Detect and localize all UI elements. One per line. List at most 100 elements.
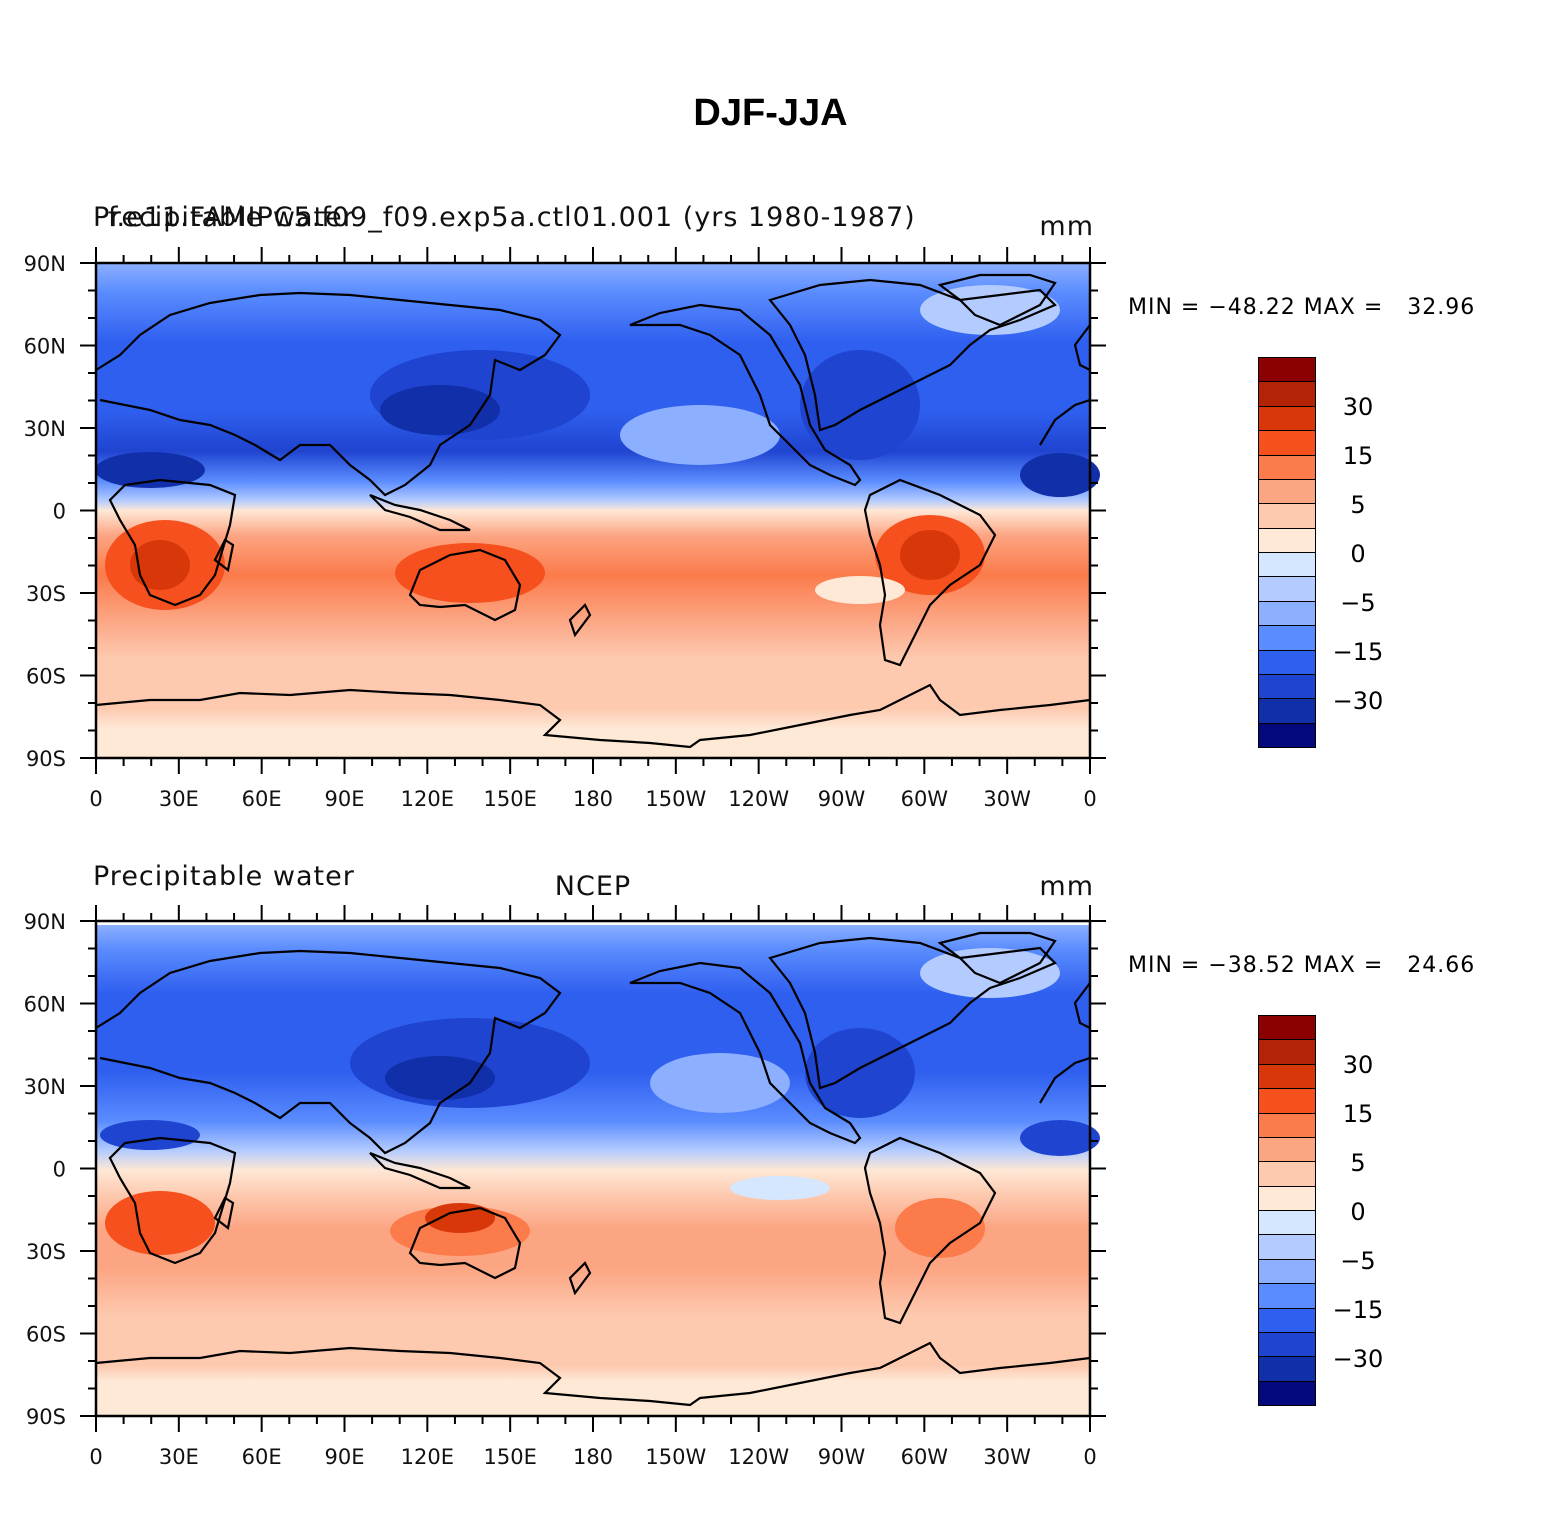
map-plot: 90N 60N 30N 0 30S 60S 90S 0 30E 60E 90E 120E 150E 180… — [24, 905, 1106, 1469]
field-blob — [105, 1191, 215, 1255]
colorbar-swatch — [1259, 1308, 1315, 1333]
colorbar-swatch — [1259, 1162, 1315, 1187]
lat-tick-label: 60N — [24, 335, 66, 359]
colorbar-label: −15 — [1332, 638, 1384, 666]
lon-tick-label: 0 — [89, 1445, 102, 1469]
field-blob — [95, 452, 205, 488]
field-blob — [425, 1203, 495, 1233]
colorbar-swatch — [1259, 1186, 1315, 1211]
colorbar-label: 0 — [1350, 540, 1366, 568]
lon-tick-label: 90E — [325, 1445, 365, 1469]
lon-tick-label: 180 — [573, 787, 613, 811]
lat-tick-label: 30N — [24, 417, 66, 441]
field-background — [96, 925, 1090, 1415]
lon-tick-label: 30E — [159, 1445, 199, 1469]
colorbar-swatch — [1259, 1113, 1315, 1138]
colorbar-label: 15 — [1342, 442, 1374, 470]
colorbar-swatch — [1259, 1040, 1315, 1065]
lon-tick-label: 90W — [818, 1445, 866, 1469]
lon-tick-label: 30W — [983, 787, 1031, 811]
field-blob — [130, 540, 190, 590]
colorbar — [1258, 1015, 1316, 1406]
field-blob — [385, 1056, 495, 1100]
lat-tick-label: 90S — [26, 1405, 66, 1429]
colorbar-swatch — [1259, 528, 1315, 553]
colorbar-swatch — [1259, 1016, 1315, 1041]
field-blob — [920, 948, 1060, 998]
colorbar-label: 15 — [1342, 1100, 1374, 1128]
colorbar-swatch — [1259, 358, 1315, 383]
lat-tick-label: 30N — [24, 1075, 66, 1099]
lat-tick-label: 30S — [26, 1240, 66, 1264]
field-blob — [730, 1176, 830, 1200]
colorbar-swatch — [1259, 1211, 1315, 1236]
colorbar-swatch — [1259, 626, 1315, 651]
coastlines — [95, 931, 1091, 1407]
panel-units-label: mm — [1039, 211, 1094, 242]
lon-tick-label: 30E — [159, 787, 199, 811]
colorbar-swatch — [1259, 1259, 1315, 1285]
axis-ticks: 90N 60N 30N 0 30S 60S 90S 0 30E 60E 90E 120E 150E 180… — [24, 905, 1106, 1469]
colorbar-label: 5 — [1350, 1149, 1366, 1177]
lon-tick-label: 60E — [242, 1445, 282, 1469]
lon-tick-label: 120E — [401, 787, 454, 811]
lat-tick-label: 0 — [53, 1158, 66, 1182]
field-blob — [620, 405, 780, 465]
lon-tick-label: 150W — [645, 1445, 706, 1469]
colorbar-swatch — [1259, 553, 1315, 578]
colorbar-swatch — [1259, 699, 1315, 724]
lon-tick-label: 60W — [901, 787, 949, 811]
lat-tick-label: 60N — [24, 993, 66, 1017]
colorbar-swatch — [1259, 601, 1315, 627]
lat-tick-label: 90N — [24, 252, 66, 276]
colorbar-swatch — [1259, 504, 1315, 529]
lon-tick-label: 150W — [645, 787, 706, 811]
panel-obs: Precipitable water NCEP mm MIN = −38.52 … — [0, 853, 1541, 1493]
panel-left-label: Precipitable water — [93, 861, 355, 892]
lat-tick-label: 60S — [26, 1323, 66, 1347]
lon-tick-label: 90W — [818, 787, 866, 811]
lon-tick-label: 0 — [89, 787, 102, 811]
colorbar-swatch — [1259, 382, 1315, 407]
field-blob — [800, 350, 920, 460]
lon-tick-label: 90E — [325, 787, 365, 811]
colorbar-label: 30 — [1342, 393, 1374, 421]
colorbar-label: −30 — [1332, 1345, 1384, 1373]
colorbar-label: −15 — [1332, 1296, 1384, 1324]
colorbar-swatch — [1259, 1332, 1315, 1358]
colorbar-swatch — [1259, 431, 1315, 456]
panel-center-label: NCEP — [554, 871, 632, 902]
colorbar-label: 30 — [1342, 1051, 1374, 1079]
panel-left-label: Precipitable water — [93, 202, 355, 233]
lon-tick-label: 150E — [483, 787, 536, 811]
coastlines — [95, 273, 1091, 749]
map-plot: 90N 60N 30N 0 30S 60S 90S 0 30E 60E 90E 120E 150E 180… — [24, 247, 1106, 811]
lon-tick-label: 120W — [728, 1445, 789, 1469]
field-blob — [650, 1053, 790, 1113]
colorbar-swatch — [1259, 1357, 1315, 1382]
colorbar-swatch — [1259, 1064, 1315, 1090]
min-max-label: MIN = −48.22 MAX = 32.96 — [1128, 295, 1476, 320]
field-blob — [395, 543, 545, 603]
colorbar-swatch — [1259, 1381, 1315, 1405]
lat-tick-label: 30S — [26, 582, 66, 606]
lat-tick-label: 90N — [24, 910, 66, 934]
lon-tick-label: 60W — [901, 1445, 949, 1469]
lon-tick-label: 120W — [728, 787, 789, 811]
lon-tick-label: 0 — [1083, 787, 1096, 811]
min-max-label: MIN = −38.52 MAX = 24.66 — [1128, 953, 1476, 978]
field-background — [96, 263, 1090, 758]
lon-tick-label: 60E — [242, 787, 282, 811]
panel-units-label: mm — [1039, 871, 1094, 902]
colorbar-swatch — [1259, 577, 1315, 602]
lon-tick-label: 180 — [573, 1445, 613, 1469]
lon-tick-label: 120E — [401, 1445, 454, 1469]
field-blob — [815, 576, 905, 604]
field-blob — [1020, 453, 1100, 497]
field-blob — [895, 1198, 985, 1258]
lon-tick-label: 0 — [1083, 1445, 1096, 1469]
figure-title: DJF-JJA — [693, 92, 848, 134]
colorbar-swatch — [1259, 479, 1315, 505]
colorbar-swatch — [1259, 1089, 1315, 1114]
colorbar-label: 5 — [1350, 491, 1366, 519]
